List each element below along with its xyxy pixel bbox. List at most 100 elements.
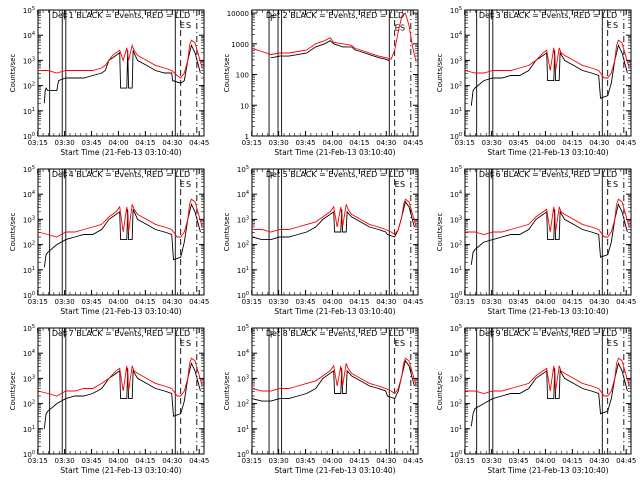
annotation-label: E [395,339,400,348]
y-tick-label: 100 [450,132,462,141]
y-tick-label: 101 [237,425,249,434]
y-tick-label: 103 [23,374,35,383]
series-line-red [37,198,203,238]
y-tick-label: 103 [237,215,249,224]
chart-panel-2: 1 10 100 1000 10000 03:15 03:30 03:45 04:00 04:15… [223,9,423,157]
y-tick-label: 103 [237,374,249,383]
x-tick-label: 03:15 [455,457,475,465]
y-tick-label: 1 [245,133,249,141]
chart-title: Det 5 BLACK = Events, RED = LLD [266,170,404,179]
x-axis-label: Start Time (21-Feb-13 03:10:40) [274,148,395,157]
x-tick-label: 04:30 [589,298,609,306]
y-tick-label: 101 [23,425,35,434]
y-tick-label: 102 [23,400,35,409]
chart-panel-1: 100 101 102 103 104 105 03:15 03:30 03:45 04:00 04… [9,6,209,157]
x-tick-label: 04:15 [135,457,155,465]
plot-frame [251,9,419,137]
series-line-red [37,357,203,397]
chart-title: Det 9 BLACK = Events, RED = LLD [479,329,617,338]
chart-title: Det 6 BLACK = Events, RED = LLD [479,170,617,179]
y-tick-label: 102 [23,241,35,250]
chart-panel-5: 100 101 102 103 104 105 03:15 03:30 03:45 04:00 04… [223,165,423,316]
annotation-label: S [400,339,405,348]
y-tick-label: 104 [450,31,462,40]
y-tick-label: 102 [450,400,462,409]
chart-title: Det 3 BLACK = Events, RED = LLD [479,11,617,20]
y-tick-label: 104 [237,349,249,358]
x-tick-label: 03:45 [508,139,528,147]
y-tick-label: 100 [23,132,35,141]
y-tick-label: 105 [450,324,462,333]
y-tick-label: 103 [450,56,462,65]
y-tick-label: 100 [237,450,249,459]
x-tick-label: 04:00 [108,298,128,306]
annotation-label: F [270,330,275,339]
x-axis-label: Start Time (21-Feb-13 03:10:40) [274,466,395,475]
series-line-red [464,39,630,79]
x-tick-label: 03:45 [295,298,315,306]
x-tick-label: 04:45 [616,298,636,306]
x-tick-label: 04:15 [349,457,369,465]
x-tick-label: 03:30 [269,457,289,465]
y-tick-label: 100 [450,291,462,300]
y-tick-label: 1000 [231,41,249,49]
series-line-black [470,202,628,265]
y-tick-label: 105 [237,324,249,333]
annotation-label: S [186,339,191,348]
y-tick-label: 10 [240,102,249,110]
series-line-black [470,361,628,427]
x-tick-label: 03:45 [295,457,315,465]
x-tick-label: 04:15 [562,298,582,306]
x-tick-label: 04:00 [108,139,128,147]
series-line-black [470,43,628,106]
y-tick-label: 104 [23,190,35,199]
chart-title: Det 1 BLACK = Events, RED = LLD [52,11,190,20]
y-tick-label: 103 [23,215,35,224]
y-tick-label: 10000 [227,10,249,18]
annotation-label: F [490,171,495,180]
annotation-label: S [613,21,618,30]
x-tick-label: 04:30 [162,457,182,465]
series-line-red [252,198,417,236]
x-tick-label: 04:45 [189,457,209,465]
x-tick-label: 03:15 [455,139,475,147]
annotation-label: E [395,23,400,32]
annotation-label: S [613,180,618,189]
chart-panel-7: 100 101 102 103 104 105 03:15 03:30 03:45 04:00 04… [9,324,209,475]
x-tick-label: 03:45 [81,298,101,306]
x-tick-label: 03:45 [295,139,315,147]
x-tick-label: 03:45 [81,139,101,147]
chart-panel-4: 100 101 102 103 104 105 03:15 03:30 03:45 04:00 04… [9,165,209,316]
annotation-label: S [400,180,405,189]
x-axis-label: Start Time (21-Feb-13 03:10:40) [487,466,608,475]
y-tick-label: 103 [450,215,462,224]
annotation-label: F [63,330,68,339]
x-tick-label: 04:30 [162,298,182,306]
x-tick-label: 03:45 [508,457,528,465]
x-tick-label: 03:45 [81,457,101,465]
x-tick-label: 04:15 [135,139,155,147]
y-tick-label: 101 [23,266,35,275]
y-axis-label: Counts/sec [223,54,231,93]
x-tick-label: 03:30 [482,139,502,147]
series-line-black [43,43,201,104]
y-tick-label: 101 [237,266,249,275]
annotation-label: S [400,23,405,32]
plot-frame [464,9,632,137]
annotation-label: F [490,12,495,21]
x-tick-label: 04:45 [189,139,209,147]
y-tick-label: 103 [23,56,35,65]
x-tick-label: 04:30 [589,457,609,465]
annotation-label: F [490,330,495,339]
series-line-red [38,39,203,79]
x-tick-label: 03:15 [242,457,262,465]
annotation-label: S [613,339,618,348]
y-tick-label: 100 [23,450,35,459]
y-axis-label: Counts/sec [436,54,444,93]
y-tick-label: 100 [237,291,249,300]
chart-title: Det 4 BLACK = Events, RED = LLD [52,170,190,179]
annotation-label: E [395,180,400,189]
annotation-label: F [270,171,275,180]
x-tick-label: 04:00 [322,457,342,465]
x-tick-label: 04:15 [562,457,582,465]
